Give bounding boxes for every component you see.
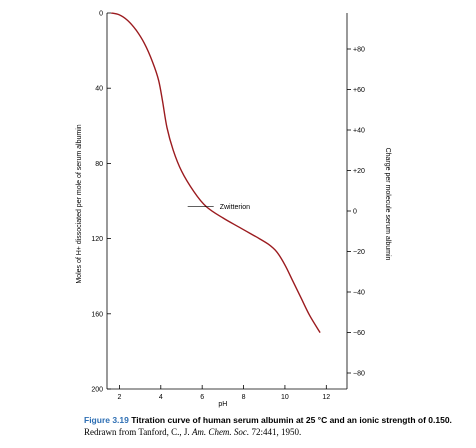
y-left-axis-title: Moles of H+ dissociated per mole of seru… [76,124,83,283]
x-tick-label: 4 [159,394,163,401]
y-right-tick-label: −20 [353,249,365,256]
figure-label: Figure 3.19 [84,415,129,425]
y-right-tick-label: +80 [353,47,365,54]
y-left-tick-label: 40 [95,86,103,93]
source-prefix: Redrawn from Tanford, C., J. [84,427,192,437]
y-right-axis-title: Charge per molecule serum albumin [384,148,391,261]
y-left-tick-label: 120 [91,236,103,243]
x-axis-title: pH [218,401,227,408]
y-right-tick-label: +20 [353,168,365,175]
y-left-tick-label: 80 [95,161,103,168]
y-right-tick-label: −60 [353,330,365,337]
x-tick-label: 2 [117,394,121,401]
x-tick-label: 8 [242,394,246,401]
figure-caption: Figure 3.19 Titration curve of human ser… [84,414,472,438]
y-right-tick-label: −40 [353,290,365,297]
y-right-tick-label: 0 [353,209,357,216]
y-right-tick-label: −80 [353,371,365,378]
source-journal: Am. Chem. Soc. [191,427,250,437]
figure-source: Redrawn from Tanford, C., J. Am. Chem. S… [84,426,472,438]
titration-curve [110,12,321,333]
y-left-tick-label: 160 [91,311,103,318]
x-tick-label: 12 [322,394,330,401]
y-left-tick-label: 0 [99,11,103,18]
y-right-tick-label: +60 [353,87,365,94]
source-suffix: 72:441, 1950. [249,427,302,437]
x-tick-label: 6 [200,394,204,401]
x-tick-label: 10 [281,394,289,401]
zwitterion-label: Zwitterion [220,204,250,211]
figure-title: Titration curve of human serum albumin a… [131,415,452,425]
titration-chart: Moles of H+ dissociated per mole of seru… [76,11,391,409]
y-left-tick-label: 200 [91,387,103,394]
y-right-tick-label: +40 [353,128,365,135]
